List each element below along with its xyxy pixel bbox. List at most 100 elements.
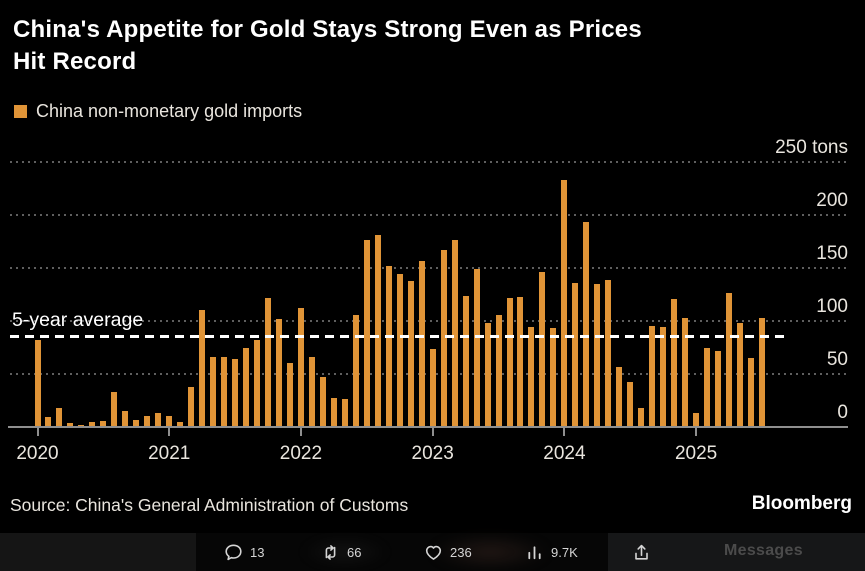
bar-month-22 [275,318,282,427]
bar-month-25 [308,357,315,427]
x-tick-2023 [431,428,434,436]
repost-button[interactable]: 66 [321,537,361,567]
bar-month-6 [100,420,107,427]
bar-month-29 [352,314,359,427]
bar-month-19 [243,347,250,427]
source-text: Source: China's General Administration o… [10,495,409,515]
bar-month-26 [319,377,326,427]
legend: China non-monetary gold imports [14,101,302,122]
x-axis-label-2021: 2021 [148,443,191,464]
messages-label[interactable]: Messages [724,542,803,559]
gridline-100 [10,320,848,322]
like-count: 236 [450,544,472,560]
x-axis-label-2020: 2020 [16,443,59,464]
bar-month-49 [572,282,579,427]
bar-month-43 [506,297,513,427]
bar-month-52 [605,279,612,427]
bar-month-64 [737,323,744,427]
page-title-line-1: China's Appetite for Gold Stays Strong E… [13,16,642,43]
bar-month-17 [221,357,228,427]
reference-line [10,334,787,338]
x-tick-2020 [36,428,39,436]
y-axis-label-50: 50 [826,349,848,370]
bar-month-28 [341,399,348,427]
reply-icon [225,544,242,560]
bar-month-51 [594,283,601,427]
y-axis-label-150: 150 [816,243,848,264]
bar-month-56 [649,326,656,427]
x-tick-2022 [299,428,302,436]
bar-month-62 [715,350,722,427]
bar-month-13 [177,421,184,427]
x-tick-2025 [695,428,698,436]
x-tick-2024 [563,428,566,436]
bar-month-63 [726,293,733,427]
bar-month-61 [704,347,711,427]
bar-month-21 [265,297,272,427]
bar-month-38 [451,240,458,427]
heart-icon [425,545,442,560]
page-title: China's Appetite for Gold Stays Strong E… [13,14,642,78]
social-bar: 13 66 236 9.7K [0,533,865,571]
bar-month-59 [682,317,689,427]
y-axis-label-0: 0 [837,402,848,423]
like-button[interactable]: 236 [424,537,472,567]
repost-icon [325,544,336,560]
bar-month-44 [517,296,524,427]
bar-month-34 [407,280,414,427]
bar-month-40 [473,269,480,427]
bar-month-66 [758,317,765,427]
x-axis-label-2024: 2024 [543,443,586,464]
reply-count: 13 [250,544,265,560]
bar-month-16 [210,357,217,427]
bar-month-7 [111,392,118,427]
bar-month-58 [671,298,678,427]
bar-month-41 [484,323,491,427]
x-tick-2021 [168,428,171,436]
x-axis-label-2023: 2023 [411,443,454,464]
reply-button[interactable]: 13 [224,537,264,567]
bar-month-48 [561,180,568,427]
bar-month-15 [199,310,206,427]
bar-month-11 [155,413,162,427]
gridline-250 [10,161,848,163]
bar-month-37 [440,249,447,427]
bar-month-27 [330,398,337,427]
bar-month-1 [45,417,52,427]
bar-month-0 [34,340,41,427]
x-axis-label-2025: 2025 [674,443,718,464]
bar-month-24 [297,308,304,427]
bar-month-57 [660,327,667,427]
gridline-50 [10,373,848,375]
bar-month-54 [627,382,634,427]
bar-month-33 [396,274,403,427]
legend-swatch [14,105,27,118]
bar-month-36 [429,348,436,427]
share-button[interactable] [632,537,651,567]
bar-month-4 [78,424,85,427]
views-button[interactable]: 9.7K [525,537,578,567]
reference-line-label: 5-year average [12,309,144,331]
bar-month-31 [374,235,381,427]
y-axis-label-100: 100 [816,296,848,317]
bar-month-30 [363,240,370,427]
bar-month-65 [748,358,754,427]
social-bar-left-panel [0,533,196,571]
bar-month-3 [67,422,74,427]
y-axis-label-200: 200 [816,190,848,211]
bar-month-53 [616,366,623,427]
bar-month-46 [539,272,546,427]
bar-month-9 [133,419,140,427]
gridline-200 [10,214,848,216]
bar-month-20 [254,340,261,427]
bar-month-2 [56,407,63,427]
gridline-150 [10,267,848,269]
repost-count: 66 [347,544,362,560]
bar-month-8 [122,411,129,427]
bar-month-12 [166,416,173,427]
bar-month-60 [693,413,700,427]
social-bar-right-panel [608,533,865,571]
bar-month-18 [232,359,239,427]
